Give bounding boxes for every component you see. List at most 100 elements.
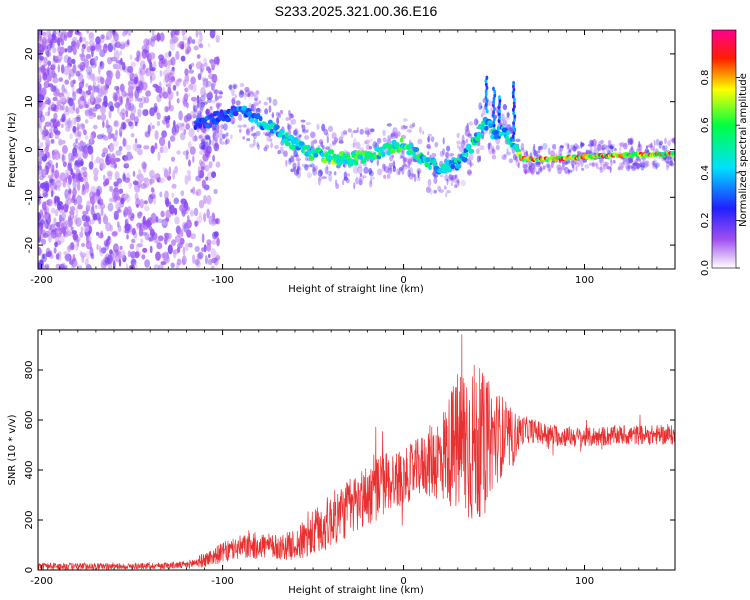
spectrogram-noise-blob <box>125 110 129 118</box>
spectrogram-halo-blob <box>363 141 368 145</box>
spectrogram-halo-blob <box>304 164 309 171</box>
spectrogram-noise-blob <box>197 165 201 176</box>
spectrogram-noise-blob <box>114 64 121 70</box>
spectrogram-noise-blob <box>112 259 116 269</box>
spectrogram-noise-blob <box>185 123 190 130</box>
spectrogram-ridge-point <box>432 159 437 165</box>
spectrogram-streak-point <box>512 137 515 143</box>
spectrogram-halo-blob <box>219 133 224 142</box>
spectrogram-noise-blob <box>112 92 118 101</box>
spectrogram-halo-blob <box>450 176 454 182</box>
x-tick-label: -200 <box>30 275 53 286</box>
spectrogram-noise-blob <box>85 215 91 223</box>
spectrogram-noise-blob <box>59 172 66 182</box>
spectrogram-noise-blob <box>38 107 41 117</box>
spectrogram-noise-blob <box>208 90 213 98</box>
spectrogram-halo-blob <box>225 138 230 144</box>
spectrogram-noise-blob <box>72 46 77 56</box>
spectrogram-noise-blob <box>67 120 71 129</box>
spectrogram-noise-blob <box>102 147 108 153</box>
spectrogram-noise-blob <box>68 73 71 81</box>
spectrogram-halo-blob <box>331 140 337 145</box>
spectrogram-halo-blob <box>535 171 540 175</box>
spectrogram-ridge-point <box>461 157 468 163</box>
spectrogram-halo-blob <box>596 162 599 170</box>
spectrogram-noise-blob <box>203 194 207 205</box>
spectrogram-halo-blob <box>351 131 353 139</box>
spectrogram-halo-blob <box>256 107 261 112</box>
spectrogram-noise-blob <box>195 259 201 268</box>
spectrogram-streak-point <box>484 92 488 97</box>
spectrogram-ridge-point <box>353 160 359 166</box>
spectrogram-noise-blob <box>77 142 81 149</box>
spectrogram-noise-blob <box>159 91 163 99</box>
spectrogram-noise-blob <box>136 223 140 230</box>
spectrogram-halo-blob <box>328 125 333 132</box>
spectrogram-halo-blob <box>357 163 363 169</box>
spectrogram-halo-blob <box>382 167 386 172</box>
spectrogram-ridge-point <box>361 150 367 156</box>
spectrogram-noise-blob <box>118 145 123 152</box>
spectrogram-halo-blob <box>653 159 657 163</box>
spectrogram-noise-blob <box>155 216 159 223</box>
spectrogram-noise-blob <box>83 99 87 107</box>
spectrogram-noise-blob <box>187 36 193 45</box>
spectrogram-ridge-point <box>468 148 475 154</box>
spectrogram-noise-blob <box>142 163 147 173</box>
spectrogram-ridge-point <box>399 137 404 143</box>
colorbar-tick-label: 0.4 <box>700 165 711 181</box>
spectrogram-halo-blob <box>283 150 288 157</box>
spectrogram-noise-blob <box>203 62 208 67</box>
spectrogram-noise-blob <box>192 155 195 163</box>
spectrogram-noise-blob <box>59 37 63 43</box>
spectrogram-noise-blob <box>38 168 41 176</box>
spectrogram-noise-blob <box>100 113 107 122</box>
spectrogram-ridge-point <box>484 125 489 131</box>
spectrogram-noise-blob <box>158 264 164 269</box>
spectrogram-noise-blob <box>69 206 76 212</box>
spectrogram-noise-blob <box>68 215 71 222</box>
spectrogram-halo-blob <box>609 166 612 173</box>
spectrogram-noise-blob <box>75 207 79 218</box>
spectrogram-noise-blob <box>154 130 159 140</box>
spectrogram-halo-blob <box>571 164 575 168</box>
spectrogram-noise-blob <box>50 85 57 93</box>
spectrogram-halo-blob <box>239 90 245 95</box>
spectrogram-halo-blob <box>321 176 327 180</box>
spectrogram-halo-blob <box>457 180 460 186</box>
spectrogram-halo-blob <box>376 137 382 144</box>
spectrogram-halo-blob <box>194 134 197 141</box>
spectrogram-halo-blob <box>637 144 643 151</box>
spectrogram-streak-point <box>493 93 497 98</box>
spectrogram-noise-blob <box>128 182 132 189</box>
spectrogram-noise-blob <box>73 199 78 206</box>
spectrogram-ridge-point <box>246 111 253 117</box>
spectrogram-noise-blob <box>106 254 113 265</box>
spectrogram-halo-blob <box>255 131 261 136</box>
spectrogram-noise-blob <box>205 108 210 115</box>
spectrogram-halo-blob <box>335 183 339 190</box>
spectrogram-noise-blob <box>131 212 135 219</box>
spectrogram-halo-blob <box>671 137 675 144</box>
spectrogram-noise-blob <box>122 155 128 161</box>
spectrogram-halo-blob <box>402 118 408 122</box>
spectrogram-noise-blob <box>72 102 76 111</box>
spectrogram-halo-blob <box>487 142 491 150</box>
spectrogram-halo-blob <box>205 134 211 141</box>
spectrogram-halo-blob <box>449 153 455 157</box>
spectrogram-halo-blob <box>368 167 373 175</box>
spectrogram-noise-blob <box>93 195 99 203</box>
spectrogram-noise-blob <box>53 154 57 159</box>
spectrogram-noise-blob <box>120 57 123 66</box>
spectrogram-noise-blob <box>156 120 161 127</box>
spectrogram-noise-blob <box>172 132 177 136</box>
spectrogram-halo-blob <box>636 148 642 153</box>
spectrogram-noise-blob <box>126 39 130 46</box>
spectrogram-halo-blob <box>416 176 421 182</box>
spectrogram-halo-blob <box>332 142 336 146</box>
spectrogram-halo-blob <box>403 157 408 162</box>
spectrogram-noise-blob <box>115 201 122 211</box>
spectrogram-halo-blob <box>230 134 233 140</box>
spectrogram-noise-blob <box>67 30 73 38</box>
spectrogram-halo-blob <box>537 148 541 154</box>
